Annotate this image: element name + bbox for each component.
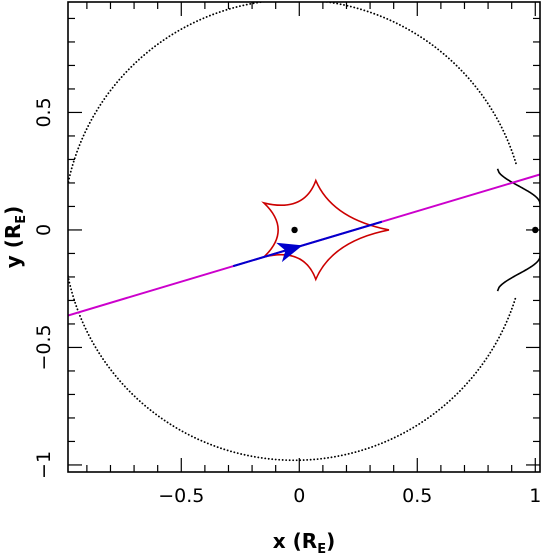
y-tick-label: 0 xyxy=(33,224,55,236)
trajectory-segment xyxy=(232,220,383,268)
lens-point xyxy=(291,226,298,234)
lens-positions xyxy=(291,226,539,234)
critical-curve xyxy=(68,2,540,462)
y-tick-label: 0.5 xyxy=(33,97,55,127)
x-tick-label: 0 xyxy=(293,485,305,507)
x-tick-label: 0.5 xyxy=(402,485,432,507)
trajectory-arrow-icon xyxy=(276,242,303,263)
plot-frame xyxy=(67,1,541,473)
caustic-curve xyxy=(261,178,390,282)
x-tick-label: 1 xyxy=(529,485,541,507)
critical-curve-lower-lobe xyxy=(496,255,540,292)
axis-ticks: −0.5 0 0.5 1 −1 −0.5 0 0.5 xyxy=(33,2,541,507)
x-axis-label: x (RE) xyxy=(273,529,335,555)
y-tick-label: −1 xyxy=(33,451,55,479)
critical-curve-outer xyxy=(68,2,517,462)
critical-curve-upper-lobe xyxy=(496,168,540,205)
y-axis-label: y (RE) xyxy=(1,206,29,269)
y-tick-label: −0.5 xyxy=(33,324,55,370)
caustic-outline xyxy=(261,178,390,282)
source-trajectory xyxy=(68,173,540,317)
x-tick-label: −0.5 xyxy=(158,485,204,507)
